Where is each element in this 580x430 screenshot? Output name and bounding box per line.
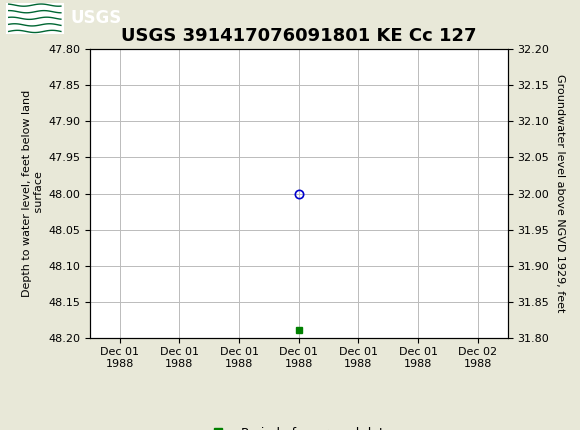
Y-axis label: Depth to water level, feet below land
 surface: Depth to water level, feet below land su… xyxy=(23,90,44,297)
Text: USGS: USGS xyxy=(71,9,122,27)
Legend: Period of approved data: Period of approved data xyxy=(201,421,397,430)
Y-axis label: Groundwater level above NGVD 1929, feet: Groundwater level above NGVD 1929, feet xyxy=(554,74,565,313)
Bar xyxy=(6,3,64,34)
Title: USGS 391417076091801 KE Cc 127: USGS 391417076091801 KE Cc 127 xyxy=(121,27,476,45)
